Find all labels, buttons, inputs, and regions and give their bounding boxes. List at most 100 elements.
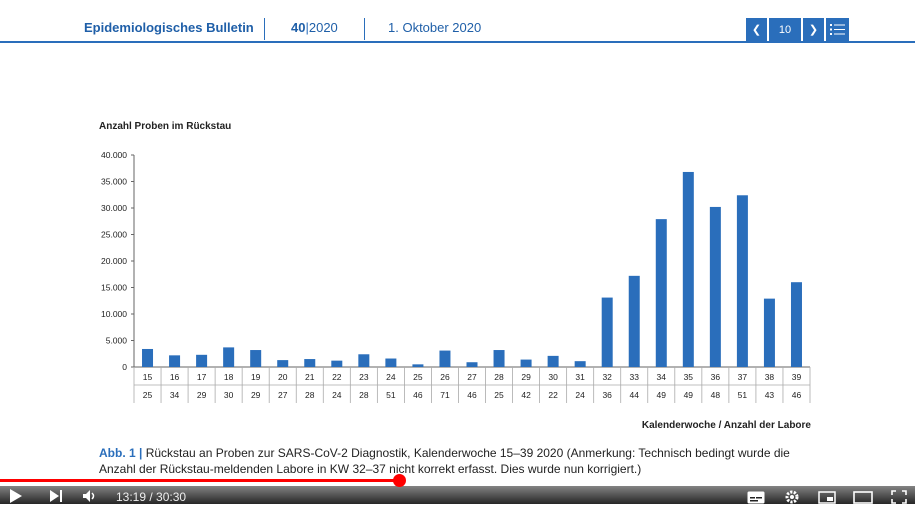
lab-count-label: 46 (413, 390, 423, 400)
lab-count-label: 24 (332, 390, 342, 400)
header-divider (264, 18, 265, 40)
lab-count-label: 24 (575, 390, 585, 400)
x-tick-label: 15 (143, 372, 153, 382)
time-display: 13:19 / 30:30 (116, 490, 187, 504)
x-tick-label: 21 (305, 372, 315, 382)
lab-count-label: 43 (765, 390, 775, 400)
bar-kw-21 (304, 359, 316, 367)
x-tick-label: 32 (602, 372, 612, 382)
miniplayer-icon (818, 490, 836, 504)
bar-kw-39 (790, 282, 802, 367)
y-tick-label: 40.000 (101, 150, 127, 160)
fullscreen-icon (891, 490, 907, 504)
bar-kw-16 (169, 355, 181, 367)
lab-count-label: 51 (386, 390, 396, 400)
bar-kw-35 (682, 171, 694, 367)
x-tick-label: 35 (684, 372, 694, 382)
x-tick-label: 19 (251, 372, 261, 382)
gear-icon (785, 490, 799, 503)
lab-count-label: 49 (657, 390, 667, 400)
x-tick-label: 36 (711, 372, 721, 382)
scrub-handle[interactable] (393, 474, 407, 487)
x-tick-label: 31 (575, 372, 585, 382)
x-tick-label: 39 (792, 372, 802, 382)
y-tick-label: 20.000 (101, 256, 127, 266)
x-tick-label: 23 (359, 372, 369, 382)
figure-caption: Abb. 1 | Rückstau an Proben zur SARS-CoV… (99, 446, 790, 476)
lab-count-label: 48 (711, 390, 721, 400)
bar-kw-18 (223, 347, 235, 367)
play-button[interactable] (6, 488, 26, 504)
bar-kw-30 (547, 355, 559, 367)
issue-date: 1. Oktober 2020 (388, 20, 482, 35)
lab-count-label: 46 (467, 390, 477, 400)
lab-count-label: 28 (359, 390, 369, 400)
video-controls (0, 486, 915, 504)
lab-count-label: 27 (278, 390, 288, 400)
progress-played (0, 479, 400, 482)
x-tick-label: 22 (332, 372, 342, 382)
y-tick-label: 0 (122, 362, 127, 372)
journal-title: Epidemiologisches Bulletin (84, 20, 254, 35)
prev-page-button[interactable]: ❮ (746, 18, 767, 41)
bar-kw-32 (601, 297, 613, 367)
lab-count-label: 44 (630, 390, 640, 400)
bar-kw-25 (412, 364, 424, 367)
bar-kw-19 (250, 350, 262, 367)
bar-kw-33 (628, 275, 640, 367)
lab-count-label: 71 (440, 390, 450, 400)
header-rule (0, 41, 915, 43)
volume-icon (83, 490, 95, 502)
x-tick-label: 16 (170, 372, 180, 382)
subtitles-button[interactable] (746, 490, 766, 504)
page-number: 10 (778, 23, 792, 36)
settings-button[interactable] (782, 489, 802, 504)
x-tick-label: 30 (548, 372, 558, 382)
x-tick-label: 34 (657, 372, 667, 382)
bar-kw-26 (439, 350, 451, 367)
skip-next-icon (50, 490, 62, 502)
progress-bar[interactable] (0, 479, 915, 482)
y-tick-label: 15.000 (101, 283, 127, 293)
bar-kw-37 (736, 195, 748, 367)
x-tick-label: 37 (738, 372, 748, 382)
y-tick-label: 10.000 (101, 309, 127, 319)
lab-count-label: 30 (224, 390, 234, 400)
caption-text: Rückstau an Proben zur SARS-CoV-2 Diagno… (99, 446, 790, 476)
page-number-badge: 10 (769, 18, 801, 41)
theater-icon (853, 490, 873, 504)
bar-kw-20 (277, 360, 289, 367)
lab-count-label: 51 (738, 390, 748, 400)
contents-button[interactable] (826, 18, 849, 41)
play-icon (10, 489, 22, 503)
fullscreen-button[interactable] (888, 490, 910, 504)
y-tick-label: 25.000 (101, 230, 127, 240)
lab-count-label: 29 (197, 390, 207, 400)
x-tick-label: 17 (197, 372, 207, 382)
x-tick-label: 28 (494, 372, 504, 382)
theater-mode-button[interactable] (852, 490, 874, 504)
bar-kw-29 (520, 359, 532, 367)
x-tick-label: 33 (630, 372, 640, 382)
miniplayer-button[interactable] (816, 490, 838, 504)
bar-kw-31 (574, 361, 586, 367)
x-tick-label: 27 (467, 372, 477, 382)
next-page-button[interactable]: ❯ (803, 18, 824, 41)
bar-kw-24 (385, 358, 397, 367)
lab-count-label: 25 (494, 390, 504, 400)
lab-count-label: 46 (792, 390, 802, 400)
bar-kw-27 (466, 362, 478, 367)
issue-year: 2020 (308, 20, 338, 35)
volume-button[interactable] (80, 488, 100, 504)
bar-kw-15 (142, 348, 154, 367)
x-tick-label: 38 (765, 372, 775, 382)
bar-chart: 0 5.000 10.000 15.000 20.000 25.000 30.000 35.0… (101, 150, 811, 431)
lab-count-label: 25 (143, 390, 153, 400)
chevron-left-icon: ❮ (751, 24, 762, 36)
issue-number: 40 (291, 20, 306, 35)
next-video-button[interactable] (46, 488, 66, 504)
x-tick-label: 29 (521, 372, 531, 382)
y-tick-label: 30.000 (101, 203, 127, 213)
lab-count-label: 28 (305, 390, 315, 400)
chart-title: Anzahl Proben im Rückstau (99, 121, 232, 132)
